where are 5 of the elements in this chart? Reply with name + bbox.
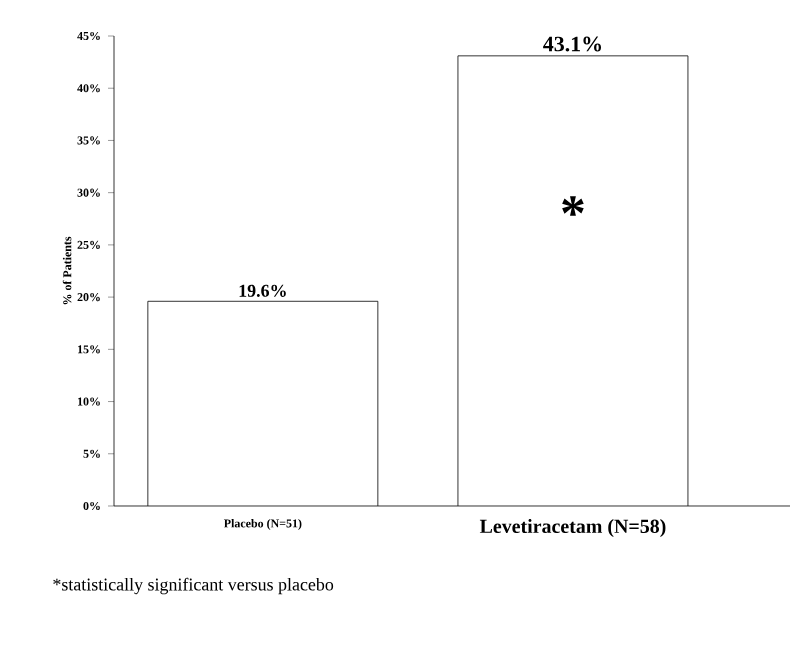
data-label: 19.6% — [239, 284, 286, 297]
annotation: * — [562, 196, 584, 216]
text: *statistically significant versus placebo — [53, 577, 334, 595]
x-tick-label: Levetiracetam (N=58) — [479, 519, 666, 538]
data-label: 43.1% — [543, 36, 601, 52]
